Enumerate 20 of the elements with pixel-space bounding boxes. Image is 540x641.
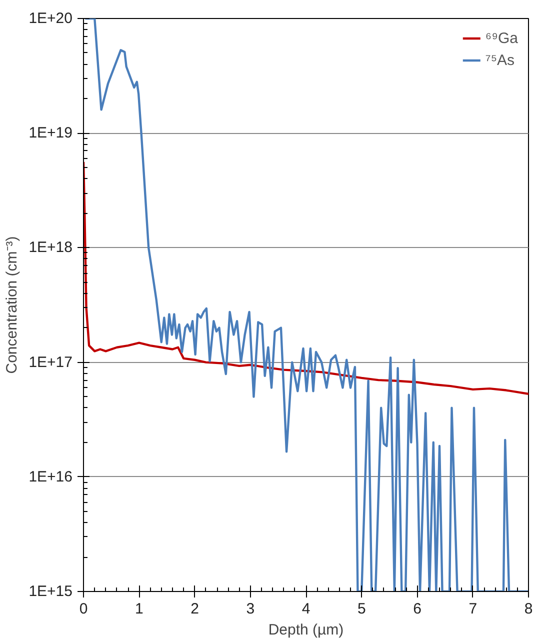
y-tick-label: 1E+20 (28, 10, 73, 27)
legend-label: ⁶⁹Ga (485, 30, 518, 46)
x-tick-label: 1 (134, 600, 144, 618)
y-tick-label: 1E+15 (28, 583, 73, 600)
x-tick-label: 3 (246, 600, 255, 618)
y-tick-label: 1E+16 (28, 468, 73, 486)
x-axis-title: Depth (µm) (268, 622, 344, 638)
y-tick-label: 1E+19 (28, 124, 73, 142)
x-tick-label: 2 (190, 600, 199, 618)
x-tick-label: 8 (524, 600, 533, 618)
y-axis-title: Concentration (cm⁻³) (4, 236, 21, 374)
x-tick-label: 7 (468, 600, 478, 618)
line-series (84, 160, 528, 395)
legend-label: ⁷⁵As (485, 52, 515, 68)
x-tick-label: 4 (302, 600, 310, 618)
x-tick-label: 5 (357, 600, 366, 618)
x-tick-label: 6 (413, 600, 422, 618)
y-tick-label: 1E+17 (28, 354, 73, 371)
x-tick-label: 0 (79, 600, 88, 618)
y-tick-label: 1E+18 (28, 239, 73, 256)
